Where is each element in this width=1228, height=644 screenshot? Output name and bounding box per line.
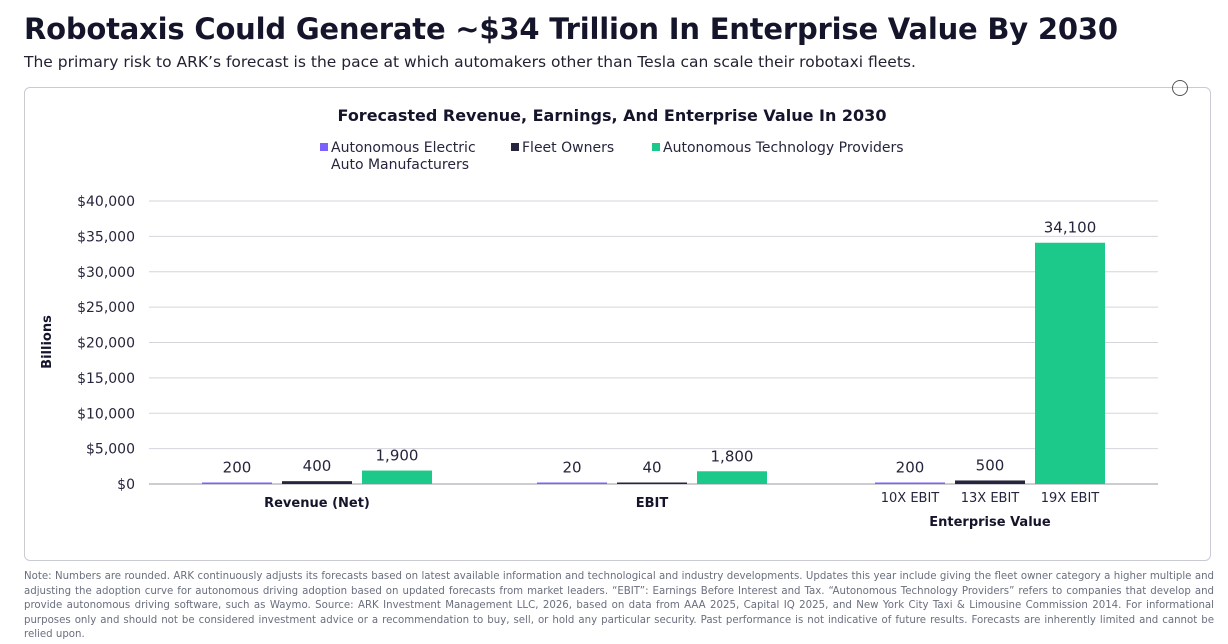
x-group-label-1: EBIT [636, 496, 669, 511]
footnote: Note: Numbers are rounded. ARK continuou… [24, 571, 1214, 641]
x-sub-label-g2-s2: 19X EBIT [1041, 491, 1100, 506]
legend-swatch-1 [511, 143, 519, 151]
legend-label-1: Fleet Owners [522, 140, 614, 156]
y-tick-label-7: $35,000 [77, 229, 135, 245]
bar-g0-s0 [202, 482, 272, 484]
y-tick-label-2: $10,000 [77, 406, 135, 422]
x-group-label-2: Enterprise Value [929, 515, 1051, 530]
legend-label-0: Autonomous Electric Auto Manufacturers [331, 140, 476, 173]
x-sub-label-g2-s0: 10X EBIT [881, 491, 940, 506]
bar-value-label-g2-s0: 200 [896, 459, 925, 477]
legend-label-2: Autonomous Technology Providers [663, 140, 904, 156]
legend-swatch-2 [652, 143, 660, 151]
chart-legend: Autonomous Electric Auto Manufacturers Fle… [320, 140, 904, 173]
y-tick-label-3: $15,000 [77, 371, 135, 387]
bars [202, 242, 1105, 484]
bar-value-label-g0-s0: 200 [223, 459, 252, 477]
bar-value-label-g0-s2: 1,900 [376, 447, 419, 465]
legend-swatch-0 [320, 143, 328, 151]
bar-g2-s2 [1035, 242, 1105, 484]
page-title: Robotaxis Could Generate ~$34 Trillion I… [24, 12, 1118, 46]
y-tick-label-8: $40,000 [77, 194, 135, 210]
y-tick-label-0: $0 [117, 477, 135, 493]
x-axis: Revenue (Net) EBIT 10X EBIT 13X EBIT 19X EBI… [264, 491, 1099, 530]
bar-chart: Forecasted Revenue, Earnings, And Enterp… [40, 106, 1158, 530]
y-axis-label: Billions [40, 315, 55, 369]
bar-g0-s2 [362, 470, 432, 484]
y-axis: $0 $5,000 $10,000 $15,000 $20,000 $25,000 $30,… [40, 194, 135, 493]
bar-value-label-g1-s2: 1,800 [711, 447, 754, 465]
page-subtitle: The primary risk to ARK’s forecast is th… [24, 53, 916, 71]
x-group-label-0: Revenue (Net) [264, 496, 370, 511]
bar-g2-s0 [875, 482, 945, 484]
bar-g1-s2 [697, 471, 767, 484]
chart-panel: Forecasted Revenue, Earnings, And Enterp… [24, 80, 1211, 561]
x-sub-label-g2-s1: 13X EBIT [961, 491, 1020, 506]
bar-g1-s0 [537, 482, 607, 484]
chart-gridlines [149, 200, 1158, 485]
bar-g2-s1 [955, 480, 1025, 484]
bar-labels: 200 400 1,900 20 40 1,800 200 500 34,100 [223, 219, 1097, 477]
y-tick-label-6: $30,000 [77, 265, 135, 281]
bar-value-label-g2-s1: 500 [976, 456, 1005, 474]
chart-title: Forecasted Revenue, Earnings, And Enterp… [338, 106, 887, 125]
bar-value-label-g1-s0: 20 [562, 459, 581, 477]
y-tick-label-5: $25,000 [77, 300, 135, 316]
bar-value-label-g1-s1: 40 [642, 459, 661, 477]
y-tick-label-4: $20,000 [77, 336, 135, 352]
bar-value-label-g2-s2: 34,100 [1044, 219, 1097, 237]
bar-g0-s1 [282, 481, 352, 484]
y-tick-label-1: $5,000 [86, 442, 135, 458]
bar-g1-s1 [617, 482, 687, 484]
info-icon[interactable] [1172, 80, 1188, 96]
bar-value-label-g0-s1: 400 [303, 457, 332, 475]
